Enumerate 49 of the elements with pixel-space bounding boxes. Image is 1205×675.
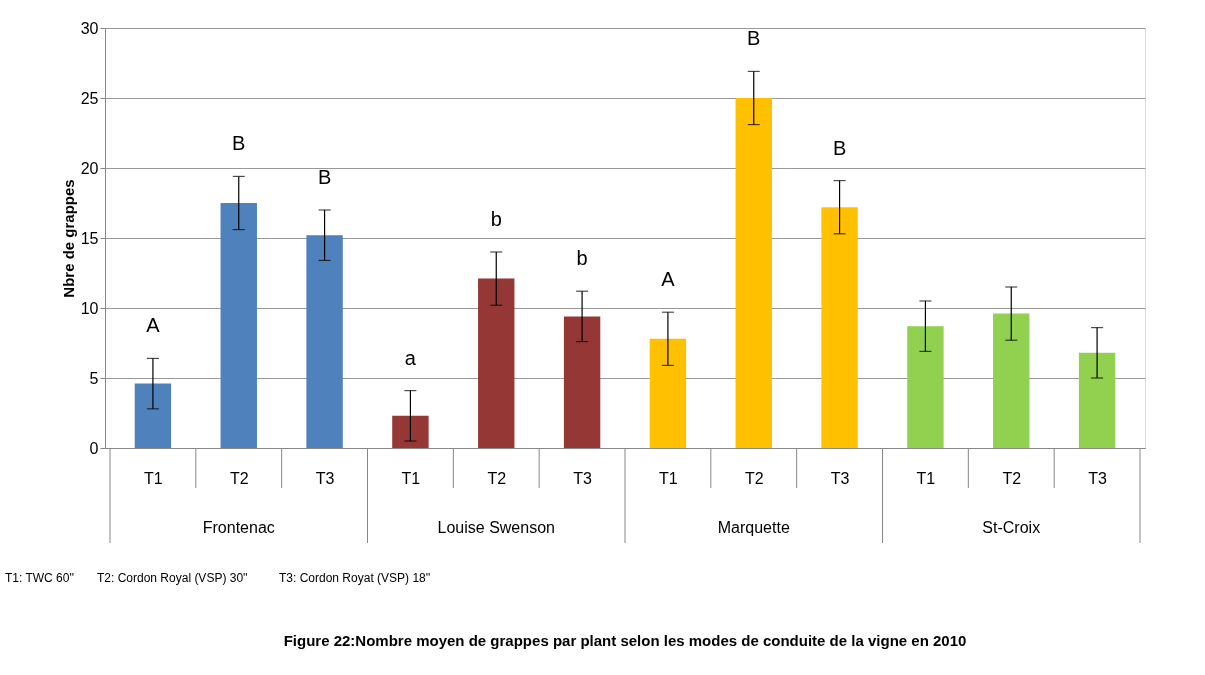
- text: Frontenac: [202, 519, 275, 536]
- y-tick-label: 30: [80, 19, 99, 37]
- y-tick-label: 25: [80, 89, 99, 107]
- text: Marquette: [717, 519, 790, 536]
- x-tick-label: T1: [916, 469, 936, 487]
- x-tick-label: T2: [1002, 469, 1022, 487]
- y-tick-label: 15: [80, 229, 99, 247]
- x-tick-label: T1: [659, 469, 678, 487]
- data-label: b: [490, 208, 502, 230]
- data-label: B: [832, 136, 847, 159]
- bar: [993, 313, 1030, 448]
- bar: [821, 207, 858, 448]
- text: St-Croix: [982, 519, 1041, 536]
- text: T2: Cordon Royal (VSP) 30'': [97, 571, 248, 585]
- x-tick-label: T3: [315, 469, 335, 487]
- data-label: B: [747, 27, 761, 50]
- data-label: b: [576, 247, 588, 270]
- x-tick-label: T3: [1088, 469, 1108, 487]
- bar: [649, 338, 687, 448]
- data-label: a: [404, 346, 417, 369]
- y-axis-title: Nbre de grappes: [59, 179, 77, 298]
- bar: [134, 383, 172, 448]
- y-tick-label: 20: [80, 159, 99, 177]
- text: T3: Cordon Royat (VSP) 18'': [279, 571, 431, 585]
- data-label: A: [146, 314, 161, 337]
- data-label: A: [661, 268, 676, 291]
- bar: [563, 316, 601, 448]
- bar: [392, 415, 429, 448]
- bar: [735, 98, 772, 448]
- text: Louise Swenson: [437, 519, 555, 536]
- bar: [306, 235, 343, 448]
- bar: [220, 203, 257, 448]
- x-tick-label: T2: [744, 469, 764, 487]
- data-label: B: [317, 166, 332, 188]
- data-label: B: [232, 132, 246, 155]
- text: T1: TWC 60'': [5, 571, 75, 585]
- text: Figure 22:Nombre moyen de grappes par plant selon les modes de conduite de la vigne en 2010: [283, 632, 967, 649]
- x-tick-label: T2: [229, 469, 249, 487]
- y-tick-label: 0: [89, 439, 99, 457]
- x-tick-label: T2: [487, 469, 507, 487]
- bar: [1078, 352, 1116, 448]
- bar: [907, 326, 944, 448]
- y-tick-label: 5: [89, 369, 99, 387]
- x-tick-label: T1: [401, 469, 421, 487]
- y-tick-label: 10: [80, 299, 99, 317]
- x-tick-label: T3: [573, 469, 593, 487]
- x-tick-label: T1: [144, 469, 163, 487]
- bar: [478, 278, 515, 448]
- x-tick-label: T3: [830, 469, 850, 487]
